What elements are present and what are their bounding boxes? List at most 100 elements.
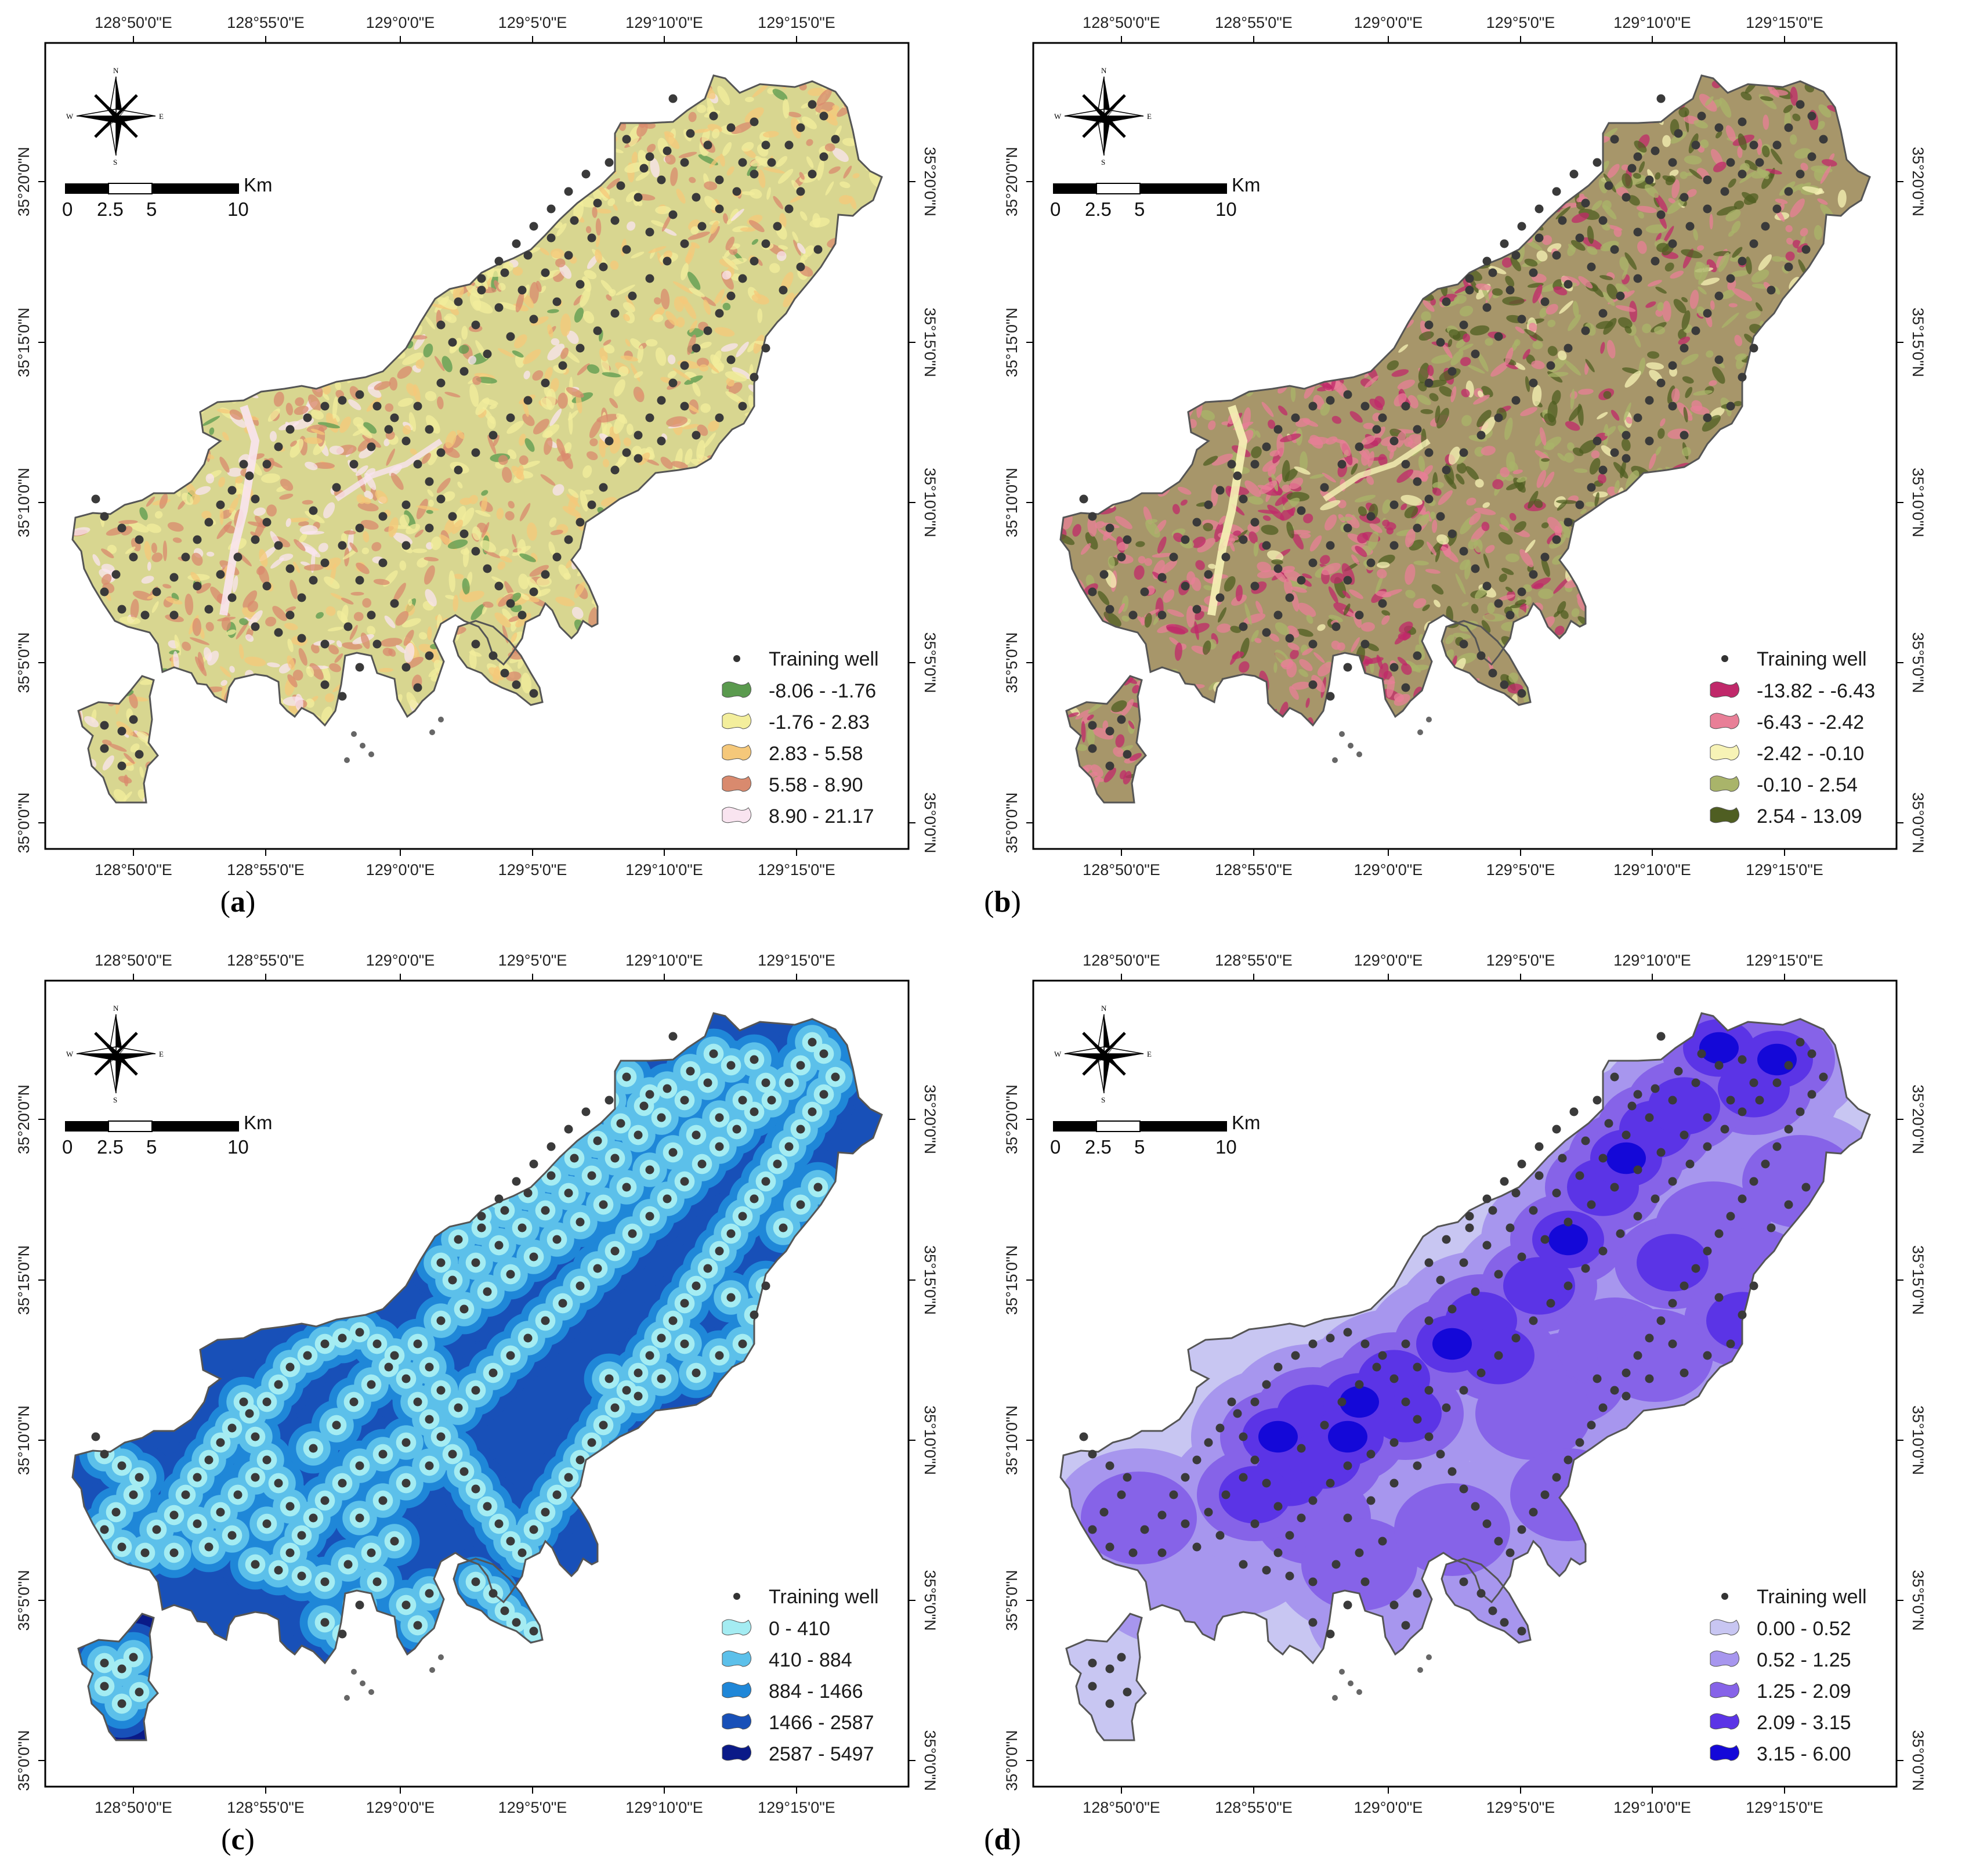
training-well-point	[1511, 1333, 1521, 1343]
training-well-point	[111, 1508, 121, 1517]
lon-label-top: 129°5'0"E	[1486, 952, 1555, 969]
training-well-point	[448, 1275, 457, 1285]
legend-class-label: 1.25 - 2.09	[1757, 1680, 1851, 1703]
lon-label-bottom: 128°55'0"E	[1215, 861, 1293, 879]
training-well-point	[668, 1316, 678, 1325]
training-well-point	[1558, 1154, 1567, 1163]
training-well-point	[1610, 245, 1619, 254]
training-well-point	[819, 1049, 828, 1058]
lat-label-left: 35°15'0"N	[1003, 308, 1020, 377]
lon-label-top: 129°10'0"E	[1613, 14, 1691, 31]
training-well-point	[1389, 500, 1399, 509]
training-well-point	[1720, 1125, 1729, 1134]
training-well-point	[1651, 146, 1660, 156]
training-well-point	[320, 680, 330, 689]
training-well-point	[1424, 1386, 1434, 1395]
training-well-point	[471, 1258, 480, 1267]
legend-class-label: -0.10 - 2.54	[1757, 774, 1858, 796]
legend-class-label: 2.83 - 5.58	[769, 743, 863, 765]
training-well-point	[1517, 222, 1526, 231]
training-well-point	[1581, 1136, 1590, 1145]
training-well-point	[1273, 1548, 1283, 1557]
training-well-point	[610, 1403, 620, 1412]
training-well-point	[459, 367, 469, 376]
training-well-point	[1685, 222, 1695, 231]
training-well-point	[1540, 552, 1550, 562]
training-well-point	[285, 425, 295, 434]
training-well-point	[552, 297, 562, 306]
training-well-point	[1656, 1316, 1666, 1325]
lat-label-left: 35°10'0"N	[15, 1405, 32, 1475]
training-well-point	[477, 1223, 486, 1232]
training-well-point	[1720, 187, 1729, 196]
training-well-point	[320, 1339, 330, 1349]
scale-tick: 0	[62, 198, 73, 220]
training-well-point	[564, 1188, 573, 1198]
training-well-point	[1285, 634, 1294, 643]
training-well-point	[436, 448, 446, 457]
training-well-point	[372, 639, 382, 649]
training-well-point	[668, 378, 678, 388]
training-well-point	[1500, 680, 1509, 689]
training-well-point	[1366, 1496, 1376, 1505]
training-well-point	[1587, 1200, 1596, 1209]
training-well-point	[1459, 1258, 1468, 1267]
lon-label-top: 129°0'0"E	[1354, 14, 1423, 31]
training-well-point	[547, 233, 556, 243]
training-well-point	[1088, 744, 1097, 753]
lat-label-right: 35°10'0"N	[921, 1405, 939, 1475]
lat-label-right: 35°5'0"N	[921, 1570, 939, 1631]
lat-label-left: 35°20'0"N	[1003, 1085, 1020, 1154]
training-well-point	[193, 581, 202, 591]
training-well-point	[1459, 639, 1468, 649]
lon-label-bottom: 129°10'0"E	[625, 1799, 703, 1816]
training-well-point	[1680, 431, 1689, 440]
training-well-point	[1239, 622, 1248, 631]
training-well-point	[1819, 1072, 1828, 1082]
training-well-point	[512, 239, 521, 248]
training-well-point	[413, 402, 422, 411]
training-well-point	[558, 361, 567, 370]
lat-label-right: 35°0'0"N	[921, 1730, 939, 1791]
lat-label-right: 35°10'0"N	[921, 468, 939, 537]
training-well-point	[697, 222, 707, 231]
training-well-point	[541, 570, 550, 579]
training-well-point	[1622, 431, 1631, 440]
training-well-point	[488, 651, 498, 660]
land-base	[78, 676, 158, 803]
lon-label-top: 128°50'0"E	[1083, 952, 1160, 969]
training-well-point	[1471, 564, 1480, 573]
lon-label-bottom: 129°5'0"E	[498, 1799, 567, 1816]
training-well-point	[193, 1519, 202, 1528]
lat-label-right: 35°0'0"N	[921, 792, 939, 853]
training-well-point	[140, 1548, 150, 1557]
training-well-point	[1262, 628, 1271, 637]
legend-class-label: 8.90 - 21.17	[769, 805, 874, 827]
training-well-point	[1436, 1275, 1445, 1285]
training-well-point	[1157, 573, 1167, 582]
training-well-point	[767, 1096, 776, 1105]
training-well-point	[1511, 251, 1521, 260]
legend-well-marker	[1721, 655, 1728, 662]
training-well-point	[1424, 1316, 1434, 1325]
training-well-point	[100, 1658, 109, 1668]
training-well-point	[1476, 431, 1486, 440]
training-well-point	[616, 1119, 625, 1128]
training-well-point	[1685, 1159, 1695, 1169]
lat-label-right: 35°10'0"N	[1909, 468, 1927, 537]
training-well-point	[494, 256, 504, 266]
training-well-point	[204, 1455, 213, 1465]
training-well-point	[1128, 1548, 1138, 1557]
training-well-point	[645, 1351, 654, 1360]
training-well-point	[500, 1206, 509, 1215]
training-well-point	[1610, 1072, 1619, 1082]
training-well-point	[1079, 494, 1088, 504]
training-well-point	[1668, 158, 1677, 167]
training-well-point	[1668, 1299, 1677, 1308]
training-well-point	[547, 1171, 556, 1180]
training-well-point	[517, 285, 527, 295]
lon-label-top: 129°15'0"E	[758, 952, 835, 969]
training-well-point	[181, 1490, 190, 1499]
training-well-point	[129, 1653, 138, 1662]
training-well-point	[320, 1496, 330, 1505]
